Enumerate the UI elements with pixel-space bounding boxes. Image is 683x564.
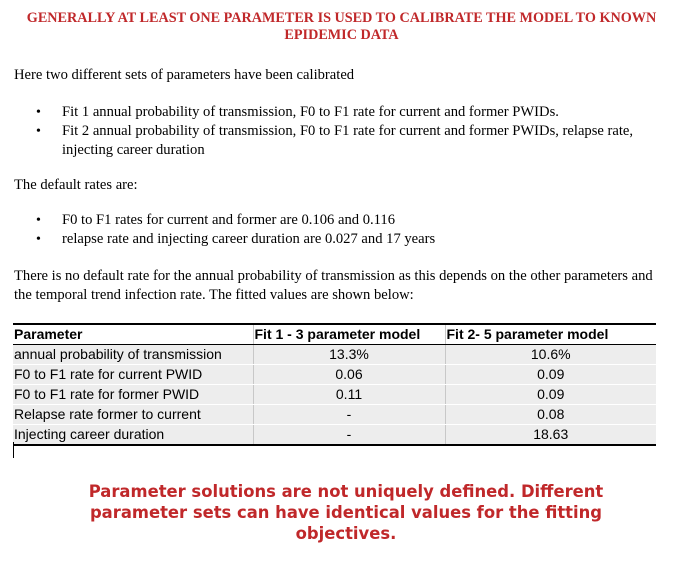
default-f0-f1: F0 to F1 rates for current and former ar… — [62, 212, 395, 228]
fit-2-value: 0.09 — [444, 364, 656, 385]
table-row: Injecting career duration - 18.63 — [13, 424, 656, 446]
parameter-name: Injecting career duration — [13, 424, 253, 446]
defaults-list: • F0 to F1 rates for current and former … — [14, 211, 674, 249]
table-row: annual probability of transmission 13.3%… — [13, 344, 656, 365]
column-header-parameter: Parameter — [13, 323, 253, 345]
defaults-heading: The default rates are: — [14, 177, 138, 193]
fit-2-value: 10.6% — [444, 344, 656, 365]
bullet-icon: • — [36, 105, 41, 120]
table-row: F0 to F1 rate for former PWID 0.11 0.09 — [13, 384, 656, 405]
page-title: GENERALLY AT LEAST ONE PARAMETER IS USED… — [26, 10, 657, 43]
bullet-icon: • — [36, 213, 41, 228]
fit-1-value: - — [252, 424, 445, 446]
parameter-name: Relapse rate former to current — [13, 404, 253, 425]
parameter-name: F0 to F1 rate for current PWID — [13, 364, 253, 385]
parameter-name: annual probability of transmission — [13, 344, 253, 365]
parameter-name: F0 to F1 rate for former PWID — [13, 384, 253, 405]
fit-2-value: 0.08 — [444, 404, 656, 425]
table-header-row: Parameter Fit 1 - 3 parameter model Fit … — [13, 323, 656, 345]
fit-1-value: 0.06 — [252, 364, 445, 385]
fit-1-value: 13.3% — [252, 344, 445, 365]
bullet-icon: • — [36, 232, 41, 247]
fit-1-value: - — [252, 404, 445, 425]
list-item: • Fit 2 annual probability of transmissi… — [14, 122, 674, 160]
list-item: • F0 to F1 rates for current and former … — [14, 211, 674, 230]
column-header-fit-1: Fit 1 - 3 parameter model — [252, 323, 445, 345]
fit-1-value: 0.11 — [252, 384, 445, 405]
intro-text: Here two different sets of parameters ha… — [14, 67, 355, 83]
text-cursor — [13, 442, 14, 458]
table-row: Relapse rate former to current - 0.08 — [13, 404, 656, 425]
list-item: • Fit 1 annual probability of transmissi… — [14, 103, 674, 122]
list-item: • relapse rate and injecting career dura… — [14, 230, 674, 249]
fit-1-description: Fit 1 annual probability of transmission… — [62, 104, 559, 120]
conclusion-note: Parameter solutions are not uniquely def… — [88, 482, 604, 543]
fit-list: • Fit 1 annual probability of transmissi… — [14, 103, 674, 160]
default-relapse-career: relapse rate and injecting career durati… — [62, 231, 436, 247]
fitted-parameters-table: Parameter Fit 1 - 3 parameter model Fit … — [13, 323, 656, 446]
column-header-fit-2: Fit 2- 5 parameter model — [444, 323, 656, 345]
fit-2-description: Fit 2 annual probability of transmission… — [62, 123, 634, 158]
fit-2-value: 18.63 — [444, 424, 656, 446]
table-row: F0 to F1 rate for current PWID 0.06 0.09 — [13, 364, 656, 385]
fit-2-value: 0.09 — [444, 384, 656, 405]
bullet-icon: • — [36, 124, 41, 139]
explanation-text: There is no default rate for the annual … — [14, 268, 653, 303]
